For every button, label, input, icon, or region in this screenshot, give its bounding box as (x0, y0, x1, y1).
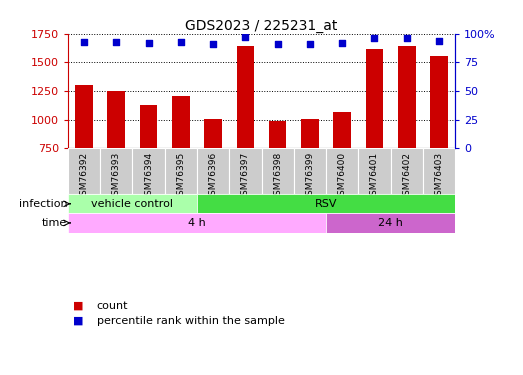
Text: ■: ■ (73, 316, 84, 326)
Bar (236, 46, 254, 148)
Text: GSM76402: GSM76402 (402, 152, 411, 201)
Point (435, 38, 443, 44)
Text: vehicle control: vehicle control (92, 199, 174, 209)
Text: GSM76398: GSM76398 (273, 152, 282, 201)
Bar (326, 148, 358, 194)
Bar (294, 148, 326, 194)
Point (403, 35, 411, 41)
Bar (165, 148, 197, 194)
Point (177, 39, 185, 45)
Bar (75, 86, 93, 148)
Bar (108, 90, 125, 148)
Text: GSM76396: GSM76396 (209, 152, 218, 201)
Text: GSM76400: GSM76400 (338, 152, 347, 201)
Bar (100, 148, 132, 194)
Text: time: time (42, 218, 67, 228)
Text: GSM76401: GSM76401 (370, 152, 379, 201)
Bar (204, 118, 222, 148)
Bar (140, 105, 157, 148)
Bar (358, 148, 391, 194)
Point (80, 39, 88, 45)
Point (209, 41, 218, 47)
Bar (132, 148, 165, 194)
Text: GSM76403: GSM76403 (435, 152, 444, 201)
Text: GSM76394: GSM76394 (144, 152, 153, 201)
Bar (423, 148, 455, 194)
Point (338, 40, 346, 46)
Point (144, 40, 153, 46)
Point (241, 34, 249, 40)
Bar (398, 46, 415, 148)
Bar (197, 194, 455, 213)
Bar (172, 96, 190, 148)
Text: 24 h: 24 h (378, 218, 403, 228)
Point (274, 41, 282, 47)
Point (370, 35, 379, 41)
Point (112, 39, 120, 45)
Bar (391, 148, 423, 194)
Text: GSM76392: GSM76392 (79, 152, 88, 201)
Text: GSM76393: GSM76393 (112, 152, 121, 201)
Title: GDS2023 / 225231_at: GDS2023 / 225231_at (185, 19, 338, 33)
Bar (68, 194, 197, 213)
Text: 4 h: 4 h (188, 218, 206, 228)
Text: GSM76399: GSM76399 (305, 152, 314, 201)
Bar (197, 148, 229, 194)
Bar (333, 112, 351, 148)
Bar (430, 56, 448, 148)
Bar (229, 148, 262, 194)
Text: percentile rank within the sample: percentile rank within the sample (97, 316, 285, 326)
Bar (301, 119, 319, 148)
Text: GSM76395: GSM76395 (176, 152, 185, 201)
Text: count: count (97, 301, 128, 310)
Bar (68, 213, 326, 232)
Text: RSV: RSV (315, 199, 337, 209)
Text: GSM76397: GSM76397 (241, 152, 250, 201)
Bar (366, 49, 383, 148)
Bar (68, 148, 100, 194)
Text: infection: infection (19, 199, 67, 209)
Point (305, 41, 314, 47)
Bar (262, 148, 294, 194)
Bar (326, 213, 455, 232)
Text: ■: ■ (73, 301, 84, 310)
Bar (269, 121, 287, 148)
